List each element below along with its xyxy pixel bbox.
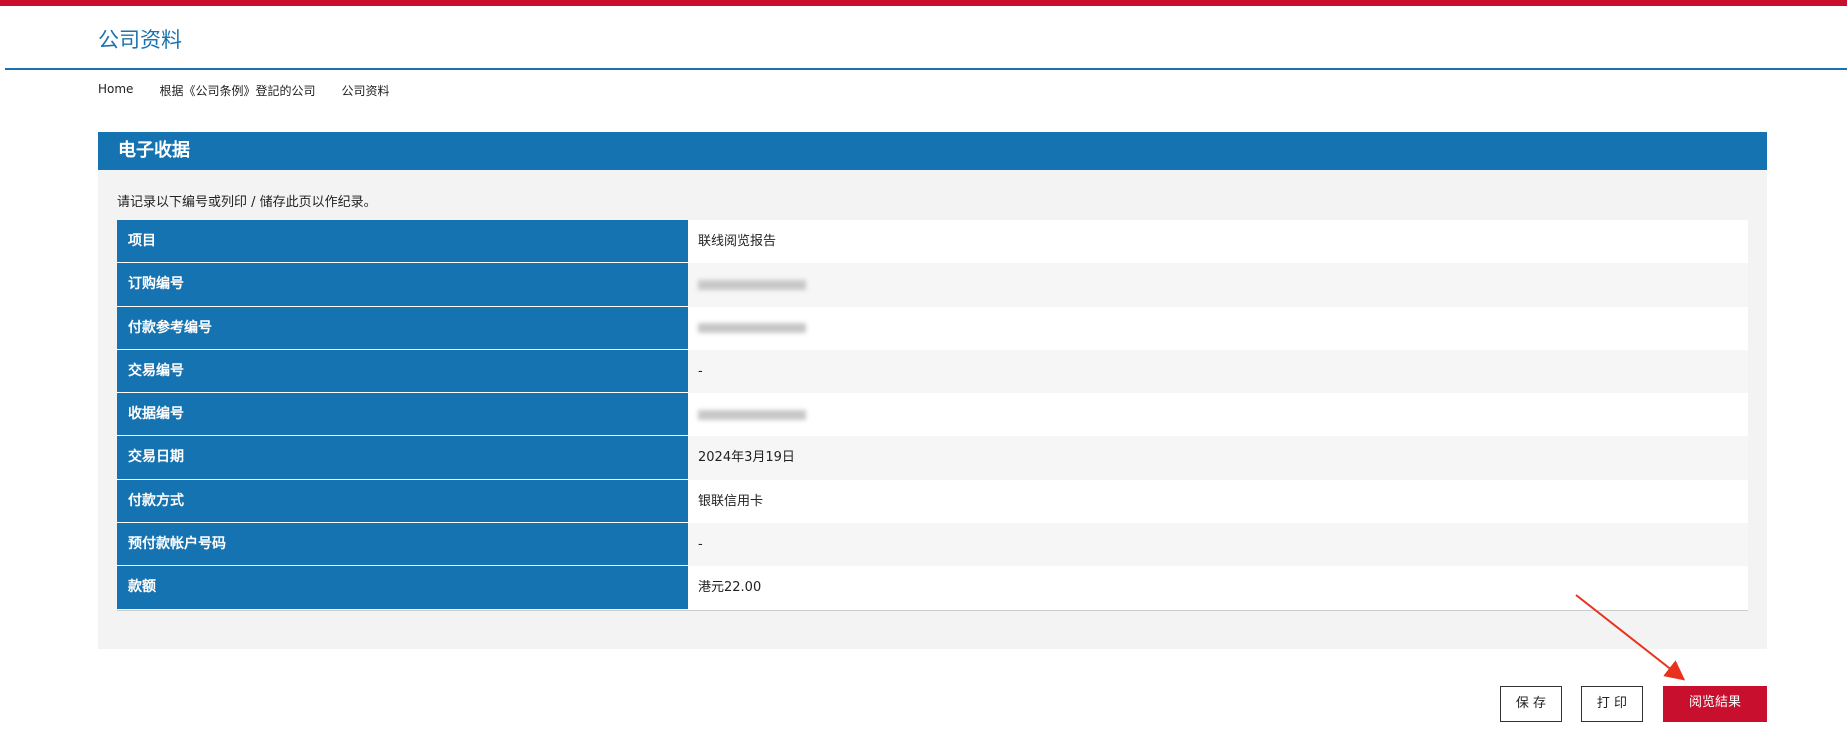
- table-row: 预付款帐户号码 -: [117, 523, 1748, 567]
- row-value: 港元22.00: [688, 566, 1748, 610]
- row-label: 订购编号: [117, 263, 688, 307]
- table-row: 交易编号 -: [117, 349, 1748, 394]
- row-label: 交易编号: [117, 349, 688, 394]
- redacted: [698, 409, 806, 420]
- row-value: [688, 393, 1748, 437]
- row-value: -: [688, 349, 1748, 394]
- table-row: 款额 港元22.00: [117, 566, 1748, 610]
- row-value: 联线阅览报告: [688, 220, 1748, 264]
- button[interactable]: 保 存: [1500, 686, 1562, 722]
- table-row: 交易日期 2024年3月19日: [117, 436, 1748, 480]
- breadcrumb-item[interactable]: 根据《公司条例》登記的公司: [159, 84, 316, 98]
- row-label: 项目: [117, 220, 688, 264]
- table-row: 付款参考编号: [117, 306, 1748, 350]
- row-label: 预付款帐户号码: [117, 523, 688, 567]
- row-value: 2024年3月19日: [688, 436, 1748, 480]
- row-label: 交易日期: [117, 436, 688, 480]
- note: 请记录以下编号或列印 / 储存此页以作纪录。: [117, 195, 377, 210]
- divider: [5, 68, 1847, 70]
- redacted: [698, 323, 806, 334]
- redacted: [698, 279, 806, 290]
- row-label: 款额: [117, 566, 688, 610]
- row-value: -: [688, 523, 1748, 567]
- breadcrumb-item[interactable]: 公司资料: [341, 84, 390, 98]
- row-label: 付款方式: [117, 479, 688, 524]
- button[interactable]: 阅览結果: [1663, 686, 1767, 722]
- receipt-table: 项目 联线阅览报告 订购编号 付款参考编号 交易编号 - 收据编号 交易日期 2024年3月19…: [117, 220, 1748, 611]
- table-row: 订购编号: [117, 263, 1748, 307]
- top-bar: [0, 0, 1847, 6]
- breadcrumb-item[interactable]: Home: [98, 82, 134, 96]
- row-value: 银联信用卡: [688, 479, 1748, 524]
- row-label: 收据编号: [117, 393, 688, 437]
- table-row: 付款方式 银联信用卡: [117, 479, 1748, 524]
- table-row: 项目 联线阅览报告: [117, 220, 1748, 264]
- panel-title: 电子收据: [98, 132, 1767, 170]
- row-value: [688, 263, 1748, 307]
- button[interactable]: 打 印: [1581, 686, 1643, 722]
- page-title: 公司资料: [98, 28, 182, 52]
- row-value: [688, 306, 1748, 350]
- row-label: 付款参考编号: [117, 306, 688, 350]
- breadcrumb: Home 根据《公司条例》登記的公司 公司资料: [98, 82, 389, 99]
- table-row: 收据编号: [117, 393, 1748, 437]
